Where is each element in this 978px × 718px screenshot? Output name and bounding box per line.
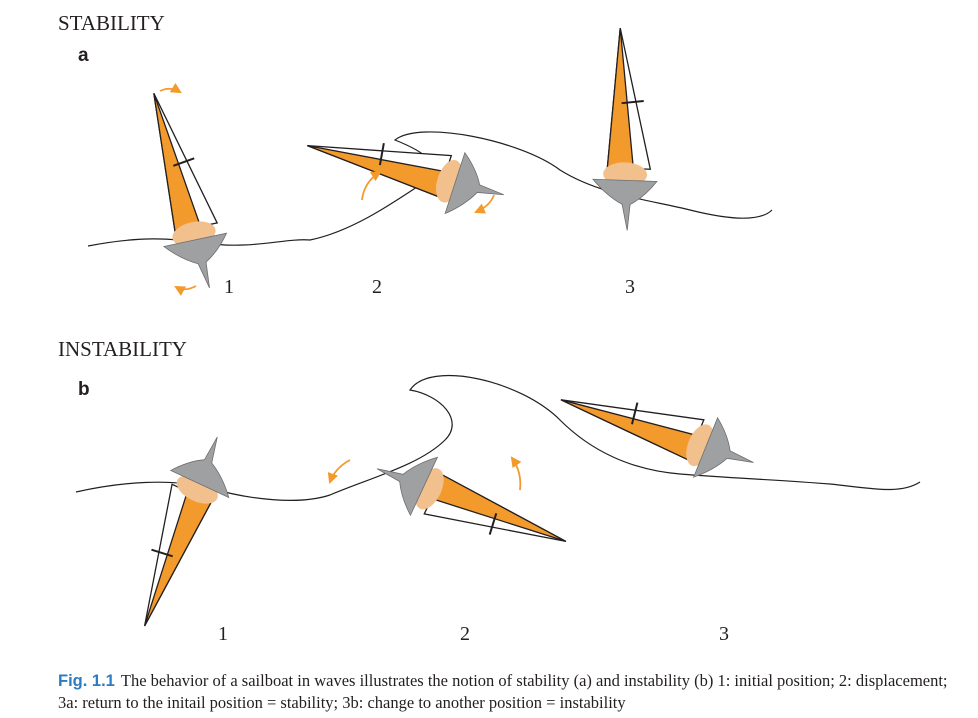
panel-a-arrow-bottom [174,285,197,296]
panel-b-arrow-right [510,456,522,491]
panel-b-boat-2 [364,435,577,581]
panel-b-letter: b [78,379,90,400]
panel-b-boat-3 [551,359,765,497]
panel-a-arrow-left [361,170,382,201]
panel-b-arrow-left [327,459,351,485]
panel-b-position-2: 2 [460,623,470,645]
panel-a-arrow-top [159,82,182,94]
panel-a-heading: STABILITY [58,11,165,35]
panel-a-letter: a [78,45,89,66]
panel-a-arrow-right [474,194,495,214]
sailboat-stability-diagram: STABILITY a 1 2 3 INSTABILITY b 1 2 3 [58,11,921,645]
panel-b-position-1: 1 [218,623,228,645]
panel-a-position-3: 3 [625,276,635,298]
panel-b-position-3: 3 [719,623,729,645]
panel-b-heading: INSTABILITY [58,337,187,361]
caption-text: The behavior of a sailboat in waves illu… [58,671,948,712]
panel-a-boat-3 [590,26,664,233]
panel-a-position-1: 1 [224,276,234,298]
panel-b-wave [75,375,921,501]
figure-caption: Fig. 1.1 The behavior of a sailboat in wa… [58,670,958,713]
panel-a-boat-1 [131,83,238,297]
caption-label: Fig. 1.1 [58,672,115,690]
panel-b-boat-1 [105,424,251,637]
panel-a-position-2: 2 [372,276,382,298]
